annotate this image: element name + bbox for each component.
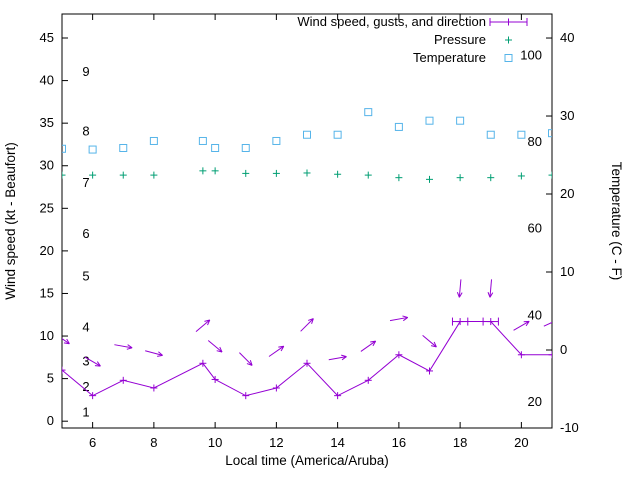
svg-text:2: 2 — [82, 379, 89, 394]
svg-text:16: 16 — [392, 435, 406, 450]
svg-text:25: 25 — [40, 200, 54, 215]
svg-text:6: 6 — [89, 435, 96, 450]
axis-labels: 6 8 10 12 14 16 18 20051015202530354045-1001020… — [3, 14, 624, 468]
svg-text:0: 0 — [560, 342, 567, 357]
legend-sample-square — [504, 54, 513, 62]
svg-text:35: 35 — [40, 115, 54, 130]
svg-text:Temperature: Temperature — [413, 50, 486, 65]
svg-text:3: 3 — [82, 354, 89, 369]
svg-text:20: 20 — [514, 435, 528, 450]
svg-text:0: 0 — [47, 413, 54, 428]
svg-text:1: 1 — [82, 405, 89, 420]
svg-text:45: 45 — [40, 30, 54, 45]
svg-text:Pressure: Pressure — [434, 32, 486, 47]
svg-text:20: 20 — [40, 243, 54, 258]
plot-border — [61, 13, 553, 429]
legend — [489, 18, 528, 62]
temperature-series — [62, 108, 552, 154]
svg-text:40: 40 — [40, 73, 54, 88]
svg-text:80: 80 — [528, 134, 542, 149]
legend-sample-plus — [505, 36, 512, 44]
svg-text:6: 6 — [82, 226, 89, 241]
legend-sample-xerrorbar — [489, 18, 528, 26]
svg-text:10: 10 — [40, 328, 54, 343]
svg-text:30: 30 — [560, 108, 574, 123]
svg-text:14: 14 — [330, 435, 344, 450]
svg-text:100: 100 — [520, 47, 542, 62]
svg-text:9: 9 — [82, 64, 89, 79]
svg-text:Local time (America/Aruba): Local time (America/Aruba) — [225, 453, 389, 468]
axes — [61, 13, 553, 429]
wind-speed-line — [62, 321, 552, 397]
svg-text:8: 8 — [82, 124, 89, 139]
wind-gust-direction-arrows — [62, 279, 552, 367]
svg-text:8: 8 — [150, 435, 157, 450]
svg-text:7: 7 — [82, 175, 89, 190]
svg-text:18: 18 — [453, 435, 467, 450]
svg-text:60: 60 — [528, 221, 542, 236]
svg-text:10: 10 — [208, 435, 222, 450]
svg-text:5: 5 — [47, 371, 54, 386]
svg-text:15: 15 — [40, 285, 54, 300]
svg-text:20: 20 — [560, 186, 574, 201]
svg-text:12: 12 — [269, 435, 283, 450]
svg-text:10: 10 — [560, 264, 574, 279]
svg-text:Wind speed (kt - Beaufort): Wind speed (kt - Beaufort) — [3, 142, 18, 300]
svg-text:40: 40 — [560, 30, 574, 45]
svg-text:Wind speed, gusts, and directi: Wind speed, gusts, and direction — [297, 14, 486, 29]
svg-text:4: 4 — [82, 320, 89, 335]
svg-text:-10: -10 — [560, 420, 579, 435]
wind-speed-series — [62, 317, 552, 400]
svg-text:5: 5 — [82, 268, 89, 283]
svg-text:40: 40 — [528, 307, 542, 322]
svg-text:Temperature (C - F): Temperature (C - F) — [609, 162, 624, 281]
svg-text:20: 20 — [528, 394, 542, 409]
svg-text:30: 30 — [40, 158, 54, 173]
pressure-series — [62, 167, 552, 183]
